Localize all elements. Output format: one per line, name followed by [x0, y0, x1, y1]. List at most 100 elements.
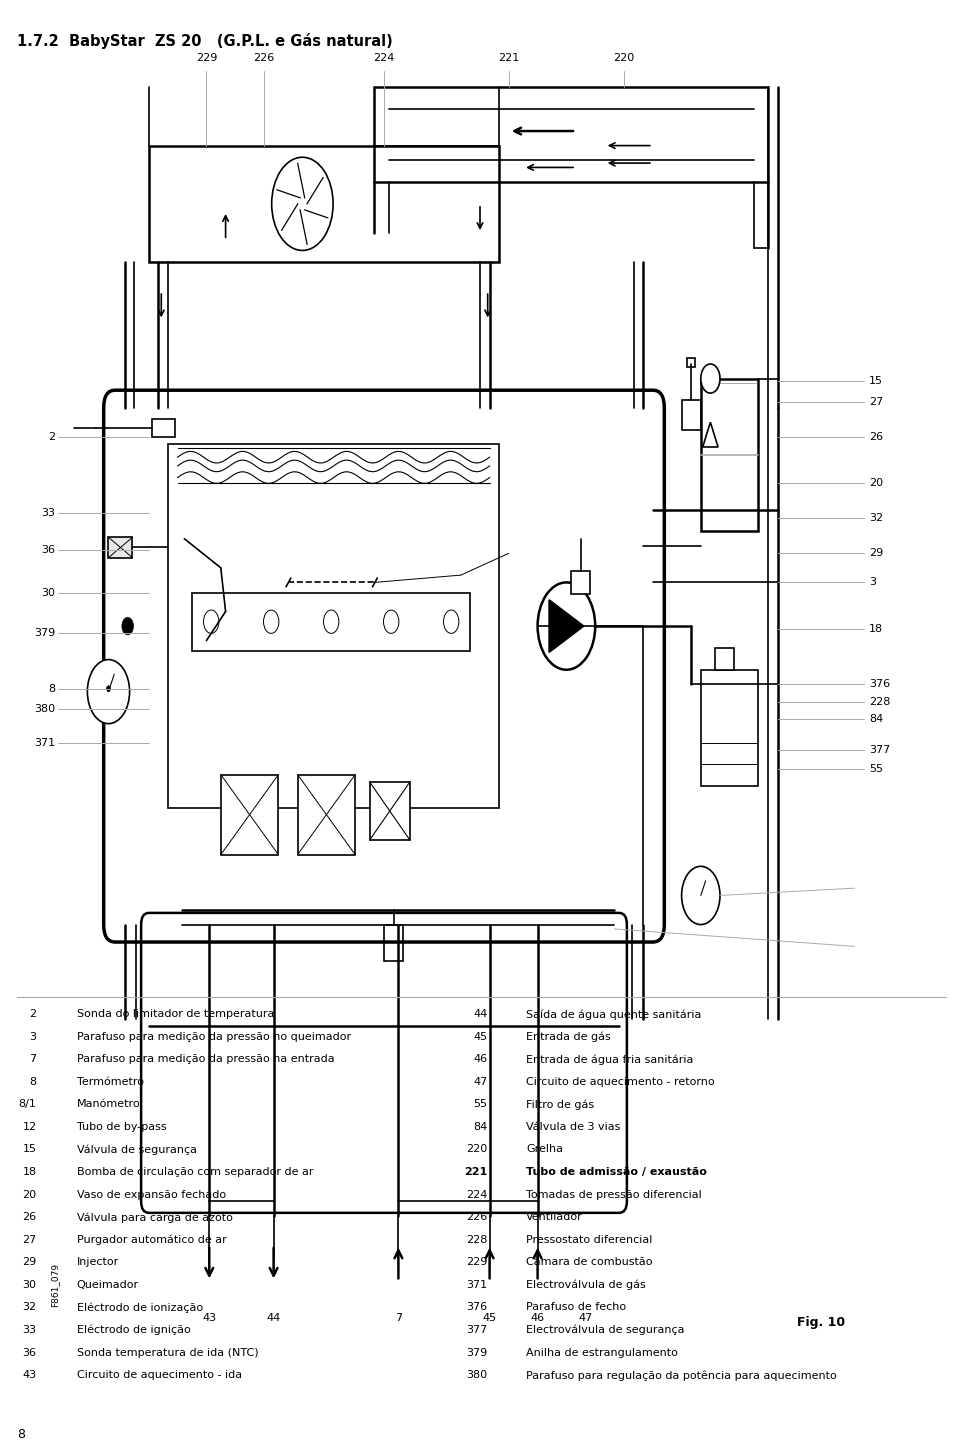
Text: Tubo de by-pass: Tubo de by-pass: [77, 1121, 166, 1131]
Text: Bomba de circulação com separador de ar: Bomba de circulação com separador de ar: [77, 1168, 313, 1176]
Text: 33: 33: [22, 1325, 36, 1335]
Text: 221: 221: [465, 1168, 488, 1176]
Circle shape: [324, 610, 339, 633]
Text: Saída de água quente sanitária: Saída de água quente sanitária: [526, 1009, 702, 1019]
Bar: [682, 400, 701, 430]
Text: Entrada de gás: Entrada de gás: [526, 1031, 611, 1042]
Text: 30: 30: [22, 1280, 36, 1290]
Bar: [715, 648, 734, 670]
Text: Parafuso para medição da pressão na entrada: Parafuso para medição da pressão na entr…: [77, 1054, 334, 1064]
Circle shape: [122, 617, 133, 635]
Text: 226: 226: [253, 54, 275, 63]
Text: Anilha de estrangulamento: Anilha de estrangulamento: [526, 1348, 678, 1357]
Text: F861_079: F861_079: [50, 1264, 60, 1307]
Text: 228: 228: [467, 1235, 488, 1245]
Text: 18: 18: [22, 1168, 36, 1176]
Text: 26: 26: [869, 432, 883, 441]
Text: Vaso de expansão fechado: Vaso de expansão fechado: [77, 1190, 226, 1200]
Text: 371: 371: [467, 1280, 488, 1290]
Text: 15: 15: [869, 377, 883, 386]
Text: 30: 30: [41, 588, 56, 597]
Text: Electroválvula de gás: Electroválvula de gás: [526, 1280, 646, 1290]
Text: 20: 20: [22, 1190, 36, 1200]
Text: 1.7.2  BabyStar  ZS 20   (G.P.L. e Gás natural): 1.7.2 BabyStar ZS 20 (G.P.L. e Gás natur…: [17, 33, 393, 50]
Text: 29: 29: [22, 1257, 36, 1267]
Text: Câmara de combustão: Câmara de combustão: [526, 1257, 653, 1267]
Text: 224: 224: [373, 54, 395, 63]
Text: Termómetro: Termómetro: [77, 1077, 144, 1086]
Text: 46: 46: [531, 1313, 544, 1324]
Bar: [168, 444, 499, 808]
Text: 84: 84: [473, 1121, 488, 1131]
Circle shape: [272, 157, 333, 250]
Text: 47: 47: [579, 1313, 592, 1324]
Text: 224: 224: [467, 1190, 488, 1200]
Text: 220: 220: [467, 1144, 488, 1155]
Text: 44: 44: [473, 1009, 488, 1019]
Text: 18: 18: [869, 625, 883, 633]
Text: 229: 229: [196, 54, 217, 63]
Bar: [687, 358, 695, 367]
Text: Tomadas de pressão diferencial: Tomadas de pressão diferencial: [526, 1190, 702, 1200]
Text: 45: 45: [483, 1313, 496, 1324]
Text: 226: 226: [467, 1211, 488, 1222]
Text: 36: 36: [22, 1348, 36, 1357]
Text: 3: 3: [869, 578, 876, 587]
Text: 377: 377: [467, 1325, 488, 1335]
Circle shape: [263, 610, 278, 633]
Text: 371: 371: [35, 738, 56, 747]
Text: 29: 29: [869, 549, 883, 558]
Text: Sonda temperatura de ida (NTC): Sonda temperatura de ida (NTC): [77, 1348, 258, 1357]
Text: 43: 43: [203, 1313, 216, 1324]
Text: 7: 7: [395, 1313, 402, 1324]
Text: 27: 27: [22, 1235, 36, 1245]
Bar: [221, 775, 278, 855]
Text: 8: 8: [30, 1077, 36, 1086]
Text: Eléctrodo de ignição: Eléctrodo de ignição: [77, 1325, 190, 1335]
Text: Manómetro: Manómetro: [77, 1099, 140, 1109]
Text: 220: 220: [613, 54, 635, 63]
Text: Entrada de água fria sanitária: Entrada de água fria sanitária: [526, 1054, 693, 1064]
Text: 228: 228: [869, 697, 890, 706]
Text: 20: 20: [869, 479, 883, 488]
Text: Tubo de admissão / exaustão: Tubo de admissão / exaustão: [526, 1168, 707, 1176]
Text: Electroválvula de segurança: Electroválvula de segurança: [526, 1325, 684, 1335]
Text: Purgador automático de ar: Purgador automático de ar: [77, 1235, 227, 1245]
Text: 2: 2: [49, 432, 56, 441]
Bar: [701, 670, 758, 786]
Circle shape: [701, 364, 720, 393]
Text: Parafuso para regulação da potência para aquecimento: Parafuso para regulação da potência para…: [526, 1370, 837, 1380]
Text: 376: 376: [467, 1302, 488, 1312]
Text: 7: 7: [30, 1054, 36, 1064]
Text: 32: 32: [869, 514, 883, 523]
Bar: [701, 379, 758, 531]
Text: Válvula de 3 vias: Válvula de 3 vias: [526, 1121, 620, 1131]
Text: Injector: Injector: [77, 1257, 119, 1267]
Circle shape: [204, 610, 219, 633]
Text: Parafuso para medição da pressão no queimador: Parafuso para medição da pressão no quei…: [77, 1031, 351, 1041]
Bar: [108, 537, 132, 558]
Text: 47: 47: [473, 1077, 488, 1086]
Text: 379: 379: [467, 1348, 488, 1357]
Text: 84: 84: [869, 715, 883, 724]
Bar: [149, 146, 499, 262]
Bar: [384, 925, 403, 961]
Polygon shape: [549, 600, 584, 652]
Text: 8: 8: [17, 1428, 25, 1441]
Text: 27: 27: [869, 397, 883, 406]
Text: 15: 15: [22, 1144, 36, 1155]
Text: 8: 8: [49, 684, 56, 693]
Text: 33: 33: [41, 508, 56, 517]
Text: 55: 55: [473, 1099, 488, 1109]
Text: Fig. 10: Fig. 10: [797, 1316, 845, 1329]
Text: 36: 36: [41, 546, 56, 555]
Text: 379: 379: [35, 629, 56, 638]
Text: Circuito de aquecimento - ida: Circuito de aquecimento - ida: [77, 1370, 242, 1380]
Circle shape: [444, 610, 459, 633]
Text: Válvula de segurança: Válvula de segurança: [77, 1144, 197, 1155]
Circle shape: [87, 660, 130, 724]
Text: 380: 380: [467, 1370, 488, 1380]
Text: 46: 46: [473, 1054, 488, 1064]
Text: 12: 12: [22, 1121, 36, 1131]
Text: Pressostato diferencial: Pressostato diferencial: [526, 1235, 653, 1245]
